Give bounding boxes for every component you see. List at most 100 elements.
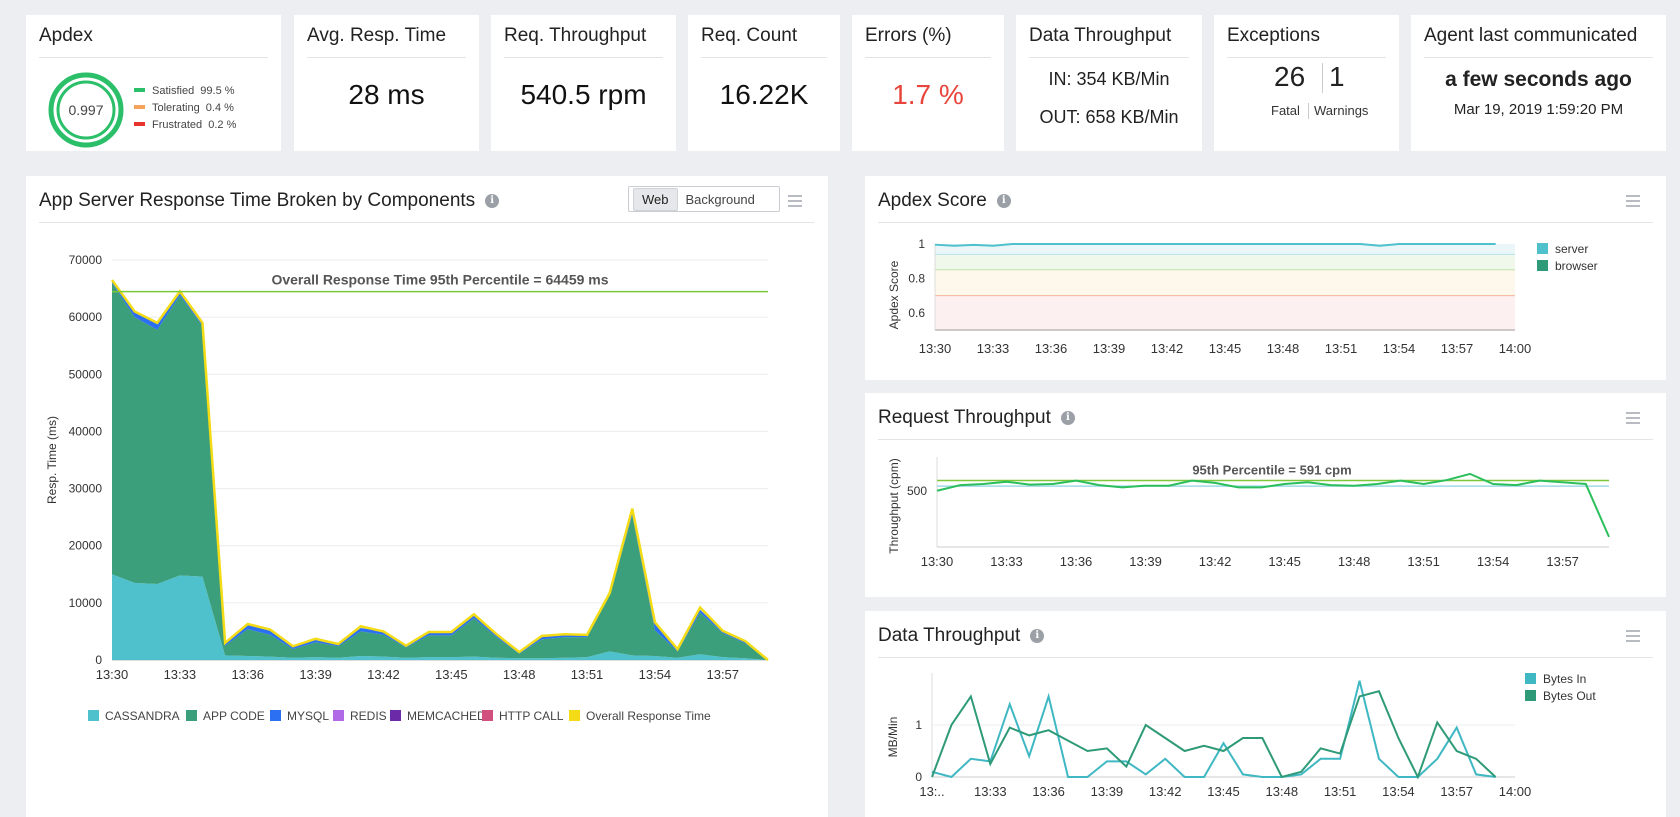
x-tick-label: 13:51 [571,667,604,682]
data-throughput-panel: Data Throughput i 0 1 13:.. 13:33 13:36 13:39 1… [865,611,1666,817]
kpi-value: 540.5 rpm [520,79,647,110]
warning-label: Warnings [1314,103,1369,118]
legend-label: MYSQL [287,709,330,723]
x-tick-label: 13:42 [1149,784,1182,799]
response-time-legend: CASSANDRA APP CODE MYSQL REDIS MEMCACHED HTTP… [88,709,808,727]
x-tick-label: 13:54 [1477,554,1510,569]
y-tick-label: 1 [918,237,925,251]
x-tick-label: 13:30 [96,667,129,682]
legend-label: APP CODE [203,709,265,723]
hamburger-menu-icon[interactable] [788,195,802,207]
legend-swatch [134,122,145,126]
request-throughput-chart: 500 13:30 13:33 13:36 13:39 13:42 13:45 13:48 13… [887,457,1610,569]
toggle-background[interactable]: Background [685,191,755,207]
kpi-title: Data Throughput [1029,25,1189,58]
legend-label: browser [1555,259,1598,273]
legend-label: MEMCACHED [407,709,486,723]
legend-swatch [1525,673,1536,684]
kpi-data-throughput-card[interactable]: Data Throughput IN: 354 KB/Min OUT: 658 … [1016,15,1202,151]
x-tick-label: 13:54 [1382,784,1415,799]
x-tick-label: 13:45 [1207,784,1240,799]
web-background-toggle: Web Background [628,186,780,212]
kpi-agent-card[interactable]: Agent last communicated a few seconds ag… [1411,15,1666,151]
bytes-out-line [931,690,1497,780]
x-tick-label: 13:42 [1151,341,1184,356]
band [935,269,1515,296]
panel-title-text: Data Throughput [878,625,1021,646]
x-tick-label: 13:36 [1060,554,1093,569]
response-time-panel: App Server Response Time Broken by Compo… [26,176,828,817]
apdex-donut: 0.997 [48,72,124,148]
x-tick-label: 13:54 [1383,341,1416,356]
x-tick-label: 13:30 [919,341,952,356]
x-tick-label: 13:45 [1209,341,1242,356]
info-icon[interactable]: i [1030,628,1045,643]
x-tick-label: 13:33 [164,667,197,682]
legend-swatch [270,710,281,721]
hamburger-menu-icon[interactable] [1626,412,1640,424]
kpi-errors-card[interactable]: Errors (%) 1.7 % [852,15,1004,151]
x-tick-label: 14:00 [1499,341,1532,356]
band [935,244,1515,255]
kpi-exceptions-card[interactable]: Exceptions 26 1 Fatal Warnings [1214,15,1399,151]
x-tick-label: 13:48 [1266,784,1299,799]
y-tick-label: 30000 [69,482,103,496]
warning-count[interactable]: 1 [1329,61,1345,92]
legend-item-cassandra[interactable]: CASSANDRA [88,709,180,723]
legend-item-memcached[interactable]: MEMCACHED [390,709,486,723]
apdex-score-panel: Apdex Score i 0.6 0.8 1 13:30 13:33 13:36 13:39… [865,176,1666,380]
legend-swatch [1537,260,1548,271]
toggle-web[interactable]: Web [633,187,678,211]
x-tick-label: 13:57 [1546,554,1579,569]
x-tick-label: 13:45 [435,667,468,682]
legend-item-http-call[interactable]: HTTP CALL [482,709,563,723]
info-icon[interactable]: i [485,193,500,208]
kpi-title: Apdex [39,25,268,58]
x-tick-label: 13:54 [639,667,672,682]
panel-title: App Server Response Time Broken by Compo… [39,190,814,223]
kpi-resp-time-card[interactable]: Avg. Resp. Time 28 ms [294,15,479,151]
apdex-legend-item: Frustrated 0.2 % [134,119,236,136]
apdex-legend: Satisfied 99.5 % Tolerating 0.4 % Frustrat… [134,85,236,136]
y-tick-label: 70000 [69,253,103,267]
x-tick-label: 13:36 [231,667,264,682]
fatal-label: Fatal [1271,103,1300,118]
legend-item-mysql[interactable]: MYSQL [270,709,329,723]
y-tick-label: 0 [95,653,102,667]
kpi-req-throughput-card[interactable]: Req. Throughput 540.5 rpm [491,15,676,151]
legend-label: Bytes In [1543,672,1586,686]
kpi-apdex-card[interactable]: Apdex 0.997 Satisfied 99.5 % Tolerating 0… [26,15,281,151]
hamburger-menu-icon[interactable] [1626,630,1640,642]
overall-response-line [110,279,769,661]
legend-label: Satisfied 99.5 % [152,85,235,97]
x-tick-label: 13:48 [1338,554,1371,569]
fatal-count[interactable]: 26 [1274,61,1306,92]
x-tick-label: 13:48 [1267,341,1300,356]
y-tick-label: 50000 [69,367,103,381]
kpi-title: Avg. Resp. Time [307,25,466,58]
legend-item-app-code[interactable]: APP CODE [186,709,265,723]
hamburger-menu-icon[interactable] [1626,195,1640,207]
x-tick-label: 13:36 [1032,784,1065,799]
info-icon[interactable]: i [996,193,1011,208]
divider [1308,103,1309,119]
x-tick-label: 13:42 [1199,554,1232,569]
x-tick-label: 13:51 [1324,784,1357,799]
data-in-value: IN: 354 KB/Min [1048,69,1170,89]
legend-item-overall-response-time[interactable]: Overall Response Time [569,709,711,723]
y-axis-label: Throughput (cpm) [887,458,901,553]
data-out-value: OUT: 658 KB/Min [1039,107,1179,127]
agent-relative-time: a few seconds ago [1445,68,1632,91]
info-icon[interactable]: i [1060,410,1075,425]
kpi-title: Agent last communicated [1424,25,1653,58]
apdex-score-chart: 0.6 0.8 1 13:30 13:33 13:36 13:39 13:42 13:45 13:… [887,237,1598,356]
legend-swatch [390,710,401,721]
legend-swatch [134,88,145,92]
kpi-title: Exceptions [1227,25,1386,58]
legend-item-redis[interactable]: REDIS [333,709,387,723]
percentile-label: Overall Response Time 95th Percentile = … [271,272,608,288]
kpi-req-count-card[interactable]: Req. Count 16.22K [688,15,840,151]
area-app-code [112,282,768,660]
legend-swatch [1525,690,1536,701]
y-tick-label: 60000 [69,310,103,324]
